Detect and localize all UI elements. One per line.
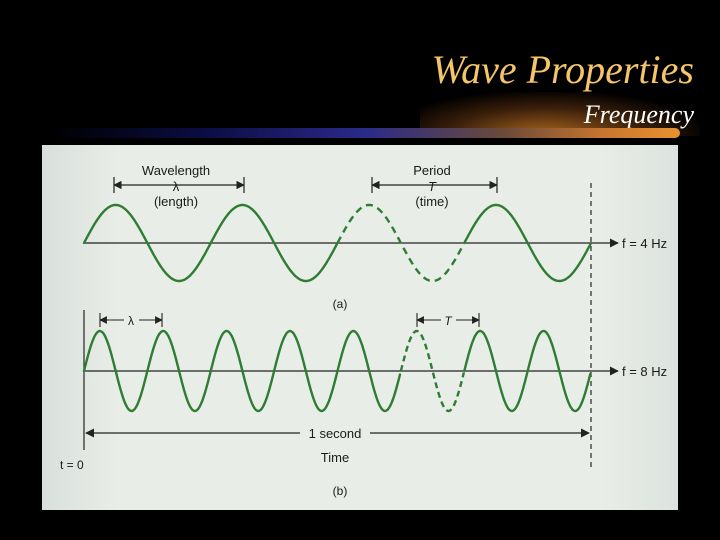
panel-b-lambda-bg: [124, 312, 139, 328]
panel-b-t-bg: [441, 312, 456, 328]
wave-diagram: Wavelength λ (length) Period T (time) f …: [60, 163, 667, 498]
panel-a-wave-period: [336, 203, 465, 283]
panel-a-frequency-label: f = 4 Hz: [622, 236, 667, 251]
time-label: Time: [321, 450, 349, 465]
one-second-label: 1 second: [309, 426, 362, 441]
wavelength-symbol: λ: [173, 179, 180, 194]
panel-b-period-symbol: T: [444, 314, 453, 328]
one-second-bg: [300, 425, 370, 441]
period-symbol: T: [428, 179, 437, 194]
period-note: (time): [415, 194, 448, 209]
slide-subtitle: Frequency: [583, 100, 694, 129]
wavelength-note: (length): [154, 194, 198, 209]
title-underline: [48, 128, 680, 138]
panel-b-frequency-label: f = 8 Hz: [622, 364, 667, 379]
panel-b-wavelength-symbol: λ: [128, 314, 134, 328]
wavelength-label: Wavelength: [142, 163, 210, 178]
panel-b-caption: (b): [333, 484, 348, 498]
panel-b-wave-solid: [82, 329, 592, 413]
t-zero-label: t = 0: [60, 458, 84, 472]
period-label: Period: [413, 163, 451, 178]
panel-a-caption: (a): [333, 297, 348, 311]
wave-figure: Wavelength λ (length) Period T (time) f …: [42, 145, 678, 510]
slide-title: Wave Properties: [431, 47, 694, 92]
panel-a-wave-solid: [82, 203, 592, 283]
